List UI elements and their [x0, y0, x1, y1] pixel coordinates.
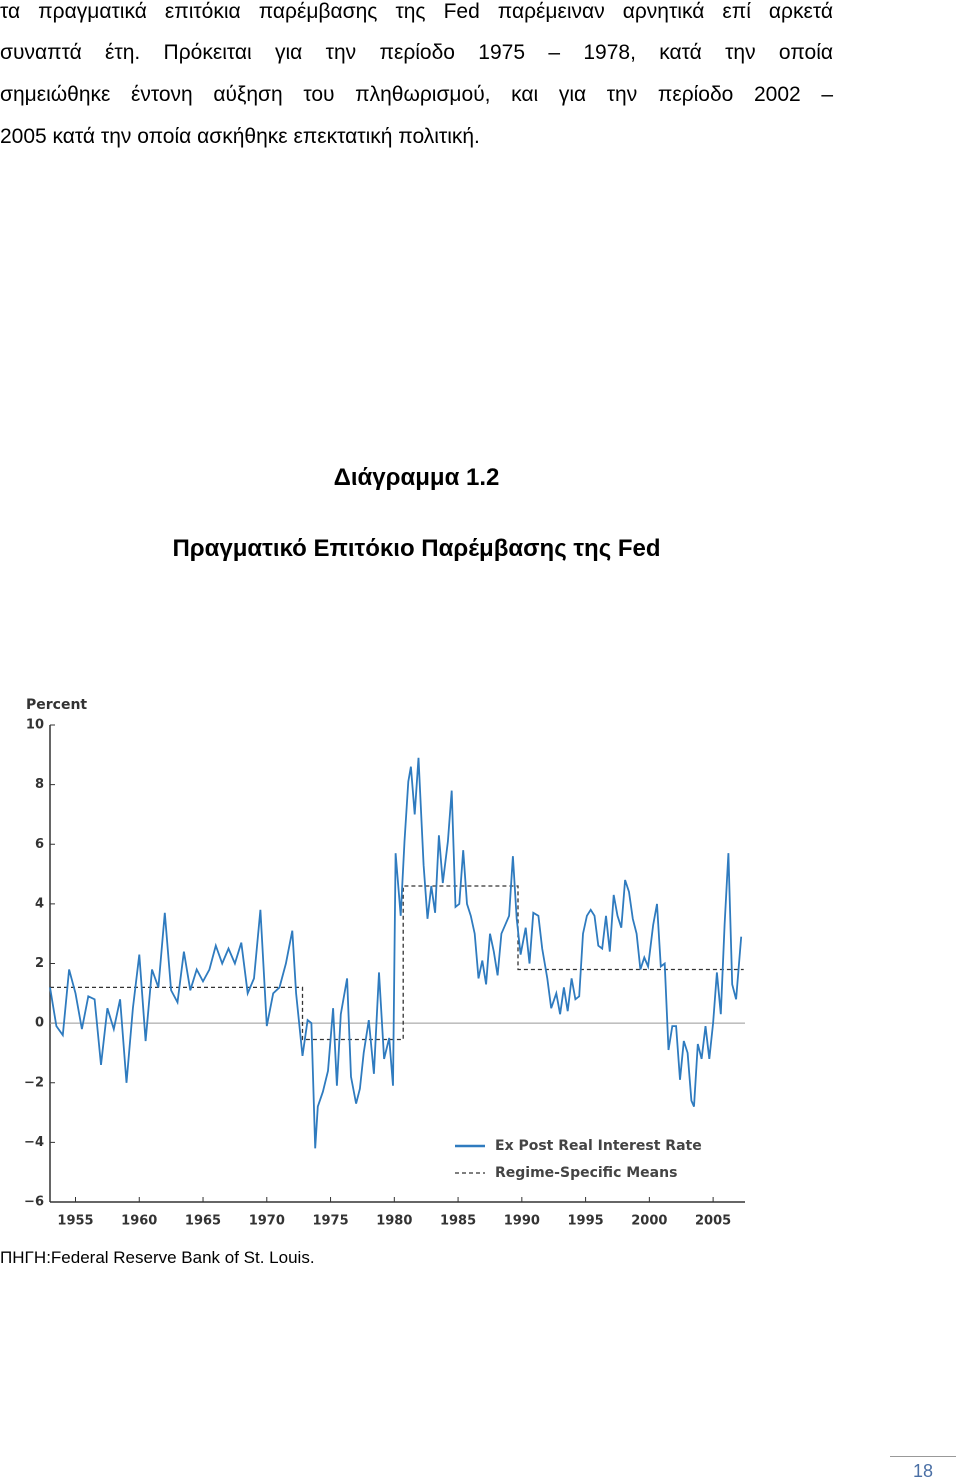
- x-tick-label: 2000: [631, 1214, 667, 1229]
- y-tick-label: 6: [35, 837, 44, 852]
- paragraph-line: συναπτά έτη. Πρόκειται για την περίοδο 1…: [0, 41, 833, 64]
- x-tick-label: 1980: [376, 1214, 412, 1229]
- chart: Percent −6 −4 −2 0 2 4 6 8 10 1955 1960 1965 1970 197…: [24, 697, 745, 1229]
- page-number: 18: [890, 1456, 956, 1482]
- x-tick-label: 1965: [185, 1214, 221, 1229]
- y-tick-label: 10: [26, 718, 44, 733]
- figure-label: Διάγραμμα 1.2: [333, 464, 500, 491]
- figure-title: Πραγματικό Επιτόκιο Παρέμβασης της Fed: [172, 535, 661, 562]
- y-tick-label: −2: [24, 1075, 44, 1090]
- y-tick-label: −4: [24, 1135, 44, 1150]
- legend-label: Ex Post Real Interest Rate: [495, 1138, 702, 1154]
- paragraph-line: σημειώθηκε έντονη αύξηση του πληθωρισμού…: [0, 83, 833, 106]
- x-tick-label: 1975: [312, 1214, 348, 1229]
- y-tick-label: 4: [35, 896, 44, 911]
- y-axis-label: Percent: [26, 697, 87, 713]
- x-tick-label: 1970: [249, 1214, 285, 1229]
- series-line: [49, 757, 743, 1149]
- x-tick-label: 2005: [695, 1214, 731, 1229]
- series-line: [50, 885, 744, 1041]
- x-tick-label: 1960: [121, 1214, 157, 1229]
- x-tick-label: 1985: [440, 1214, 476, 1229]
- x-tick-label: 1995: [568, 1214, 604, 1229]
- paragraph-line: τα πραγματικά επιτόκια παρέμβασης της Fe…: [0, 0, 833, 23]
- y-tick-label: 2: [35, 956, 44, 971]
- source: ΠΗΓΗ:Federal Reserve Bank of St. Louis.: [0, 1248, 315, 1267]
- x-tick-label: 1955: [57, 1214, 93, 1229]
- y-tick-label: −6: [24, 1195, 44, 1210]
- y-tick-label: 8: [35, 777, 44, 792]
- paragraph-line: 2005 κατά την οποία ασκήθηκε επεκτατική …: [0, 125, 480, 148]
- x-tick-label: 1990: [504, 1214, 540, 1229]
- y-tick-label: 0: [35, 1016, 44, 1031]
- legend-label: Regime-Specific Means: [495, 1165, 677, 1181]
